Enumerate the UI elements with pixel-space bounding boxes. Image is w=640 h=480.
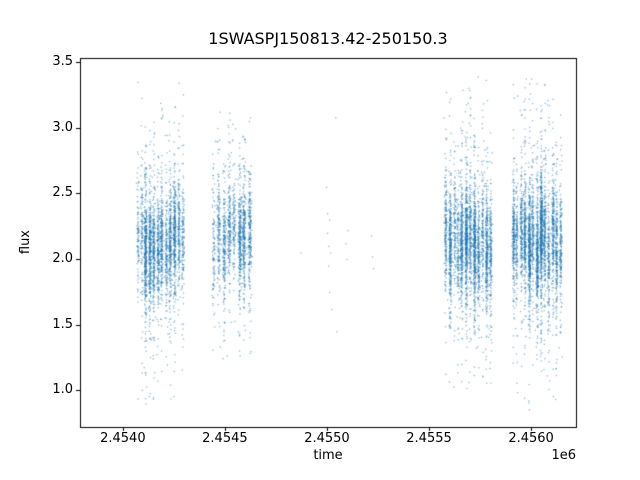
x-axis-label: time	[313, 448, 343, 463]
x-tick-label: 2.4560	[508, 431, 554, 446]
y-tick-label: 2.5	[52, 185, 73, 201]
y-tick-label: 3.5	[52, 53, 73, 69]
y-tick-label: 2.0	[52, 250, 73, 266]
y-axis-label: flux	[17, 230, 33, 255]
x-tick-label: 2.4555	[406, 431, 452, 446]
x-offset-label: 1e6	[551, 448, 576, 463]
x-tick-label: 2.4545	[202, 431, 248, 446]
y-tick-label: 3.0	[52, 119, 73, 135]
chart-title: 1SWASPJ150813.42-250150.3	[208, 29, 448, 48]
y-tick-label: 1.5	[52, 316, 73, 332]
x-tick-label: 2.4550	[304, 431, 350, 446]
y-tick-label: 1.0	[52, 382, 73, 398]
x-tick-label: 2.4540	[100, 431, 146, 446]
